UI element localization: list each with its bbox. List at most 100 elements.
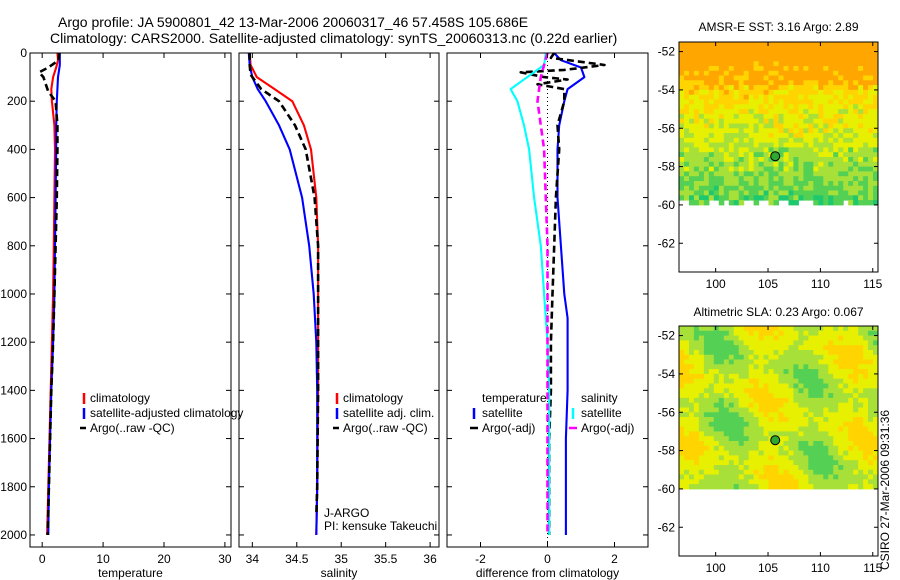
map-cell bbox=[698, 66, 705, 72]
map-cell bbox=[868, 56, 874, 62]
map-cell bbox=[778, 181, 784, 187]
map-cell bbox=[798, 373, 804, 380]
map-cell bbox=[743, 137, 750, 144]
map-cell bbox=[843, 128, 849, 134]
map-y-tick-label: -60 bbox=[658, 482, 676, 496]
map-cell bbox=[808, 407, 814, 413]
map-cell bbox=[684, 152, 690, 158]
map-cell bbox=[848, 46, 854, 53]
map-cell bbox=[689, 369, 695, 375]
map-cell bbox=[808, 190, 814, 196]
map-cell bbox=[823, 436, 829, 442]
map-cell bbox=[793, 137, 799, 144]
map-cell bbox=[788, 412, 794, 418]
map-cell bbox=[848, 407, 854, 413]
map-cell bbox=[838, 340, 844, 346]
map-cell bbox=[828, 417, 834, 423]
map-cell bbox=[689, 195, 695, 201]
map-cell bbox=[803, 350, 809, 356]
map-cell bbox=[788, 436, 794, 442]
map-cell bbox=[748, 56, 755, 62]
map-cell bbox=[818, 412, 824, 418]
map-cell bbox=[813, 89, 819, 96]
map-cell bbox=[788, 383, 794, 389]
map-cell bbox=[773, 166, 779, 172]
map-cell bbox=[684, 402, 690, 408]
map-cell bbox=[833, 56, 839, 62]
map-cell bbox=[733, 441, 740, 447]
series-line-black bbox=[37, 52, 61, 536]
map-cell bbox=[723, 99, 730, 105]
map-cell bbox=[698, 450, 705, 456]
map-cell bbox=[773, 445, 779, 452]
figure-title-line1: Argo profile: JA 5900801_42 13-Mar-2006 … bbox=[58, 14, 529, 30]
map-cell bbox=[818, 147, 824, 153]
map-cell bbox=[868, 181, 874, 187]
map-cell bbox=[738, 330, 745, 337]
map-cell bbox=[873, 393, 879, 399]
map-cell bbox=[768, 393, 774, 399]
map-cell bbox=[793, 113, 799, 120]
map-cell bbox=[868, 190, 874, 196]
map-cell bbox=[768, 431, 774, 437]
map-y-tick-label: -62 bbox=[658, 236, 676, 250]
map-cell bbox=[808, 469, 814, 476]
map-cell bbox=[723, 402, 730, 408]
map-cell bbox=[713, 190, 720, 196]
map-cell bbox=[693, 147, 700, 153]
map-cell bbox=[753, 350, 760, 356]
map-cell bbox=[803, 109, 809, 115]
map-cell bbox=[868, 51, 874, 57]
map-cell bbox=[873, 152, 879, 158]
map-cell bbox=[843, 94, 849, 100]
map-cell bbox=[808, 51, 814, 57]
map-cell bbox=[689, 330, 695, 337]
map-cell bbox=[748, 484, 755, 490]
map-cell bbox=[778, 133, 784, 139]
map-cell bbox=[679, 176, 685, 182]
map-cell bbox=[703, 147, 710, 153]
map-cell bbox=[679, 364, 685, 370]
map-cell bbox=[698, 200, 705, 206]
map-cell bbox=[868, 388, 874, 394]
map-cell bbox=[693, 104, 700, 110]
map-cell bbox=[858, 99, 864, 105]
map-cell bbox=[743, 157, 750, 163]
map-cell bbox=[853, 479, 859, 485]
map-cell bbox=[873, 147, 879, 153]
map-cell bbox=[848, 123, 854, 129]
map-cell bbox=[693, 80, 700, 86]
map-cell bbox=[753, 335, 760, 341]
map-cell bbox=[848, 326, 854, 332]
map-cell bbox=[848, 436, 854, 442]
map-cell bbox=[758, 147, 765, 153]
map-cell bbox=[728, 407, 735, 413]
map-cell bbox=[783, 133, 789, 139]
map-cell bbox=[788, 335, 794, 341]
map-cell bbox=[813, 417, 819, 423]
map-cell bbox=[868, 128, 874, 134]
map-cell bbox=[768, 118, 774, 124]
map-cell bbox=[848, 166, 854, 172]
map-cell bbox=[728, 99, 735, 105]
map-cell bbox=[679, 330, 685, 337]
map-cell bbox=[689, 354, 695, 361]
map-cell bbox=[768, 61, 774, 67]
map-cell bbox=[803, 80, 809, 86]
map-cell bbox=[703, 99, 710, 105]
map-cell bbox=[853, 465, 859, 471]
map-cell bbox=[768, 479, 774, 485]
map-cell bbox=[763, 479, 770, 485]
map-cell bbox=[833, 364, 839, 370]
map-cell bbox=[723, 195, 730, 201]
map-cell bbox=[863, 378, 869, 384]
map-cell bbox=[679, 335, 685, 341]
map-cell bbox=[853, 118, 859, 124]
map-cell bbox=[698, 436, 705, 442]
map-cell bbox=[689, 128, 695, 134]
map-cell bbox=[703, 484, 710, 490]
map-cell bbox=[763, 369, 770, 375]
map-cell bbox=[713, 46, 720, 53]
map-cell bbox=[793, 330, 799, 337]
map-cell bbox=[823, 195, 829, 201]
